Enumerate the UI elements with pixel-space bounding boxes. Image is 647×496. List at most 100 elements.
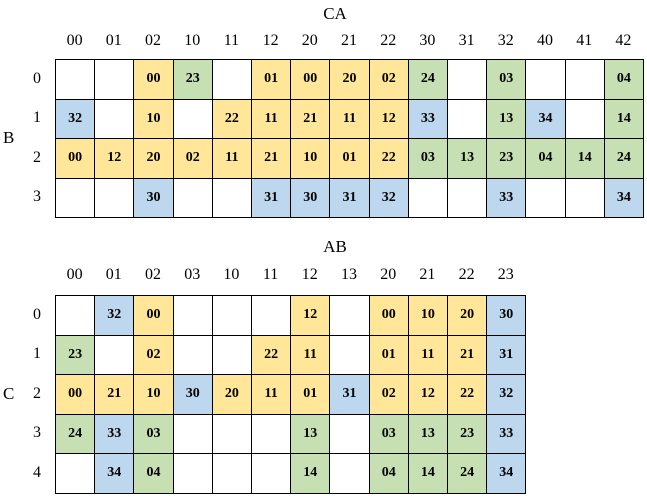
empty-cell [94, 177, 135, 218]
empty-cell [211, 177, 252, 218]
grid-cell: 10 [133, 374, 174, 415]
empty-cell [329, 413, 370, 454]
empty-cell [447, 98, 488, 139]
column-header: 22 [380, 32, 397, 49]
grid-cell: 03 [133, 413, 174, 454]
grid-cell: 34 [486, 453, 527, 494]
empty-cell [251, 453, 292, 494]
column-header: 00 [66, 266, 83, 283]
grid-cell: 20 [447, 295, 488, 336]
grid-cell: 02 [368, 374, 409, 415]
row-header: 0 [33, 69, 41, 87]
empty-cell [407, 177, 448, 218]
row-header: 1 [33, 109, 41, 127]
row-header: 3 [33, 188, 41, 206]
grid-cell: 10 [133, 98, 174, 139]
grid-cell: 31 [486, 334, 527, 375]
grid-cell: 12 [290, 295, 331, 336]
grid-cell: 21 [94, 374, 135, 415]
row-header: 2 [33, 148, 41, 166]
grid-cell: 01 [251, 59, 292, 100]
column-header: 13 [340, 266, 357, 283]
grid-cell: 14 [564, 138, 605, 179]
grid-cell: 00 [55, 374, 96, 415]
empty-cell [211, 334, 252, 375]
empty-cell [55, 453, 96, 494]
empty-cell [172, 98, 213, 139]
grid-cell: 04 [368, 453, 409, 494]
row-header: 3 [33, 424, 41, 442]
grid-cell: 20 [211, 374, 252, 415]
grid-cell: 00 [55, 138, 96, 179]
grid-cell: 34 [525, 98, 566, 139]
column-header: 00 [66, 32, 83, 49]
empty-cell [329, 453, 370, 494]
grid-cell: 12 [407, 374, 448, 415]
empty-cell [55, 177, 96, 218]
empty-cell [172, 334, 213, 375]
column-header: 01 [105, 266, 122, 283]
column-header: 31 [458, 32, 475, 49]
column-header: 11 [262, 266, 279, 283]
empty-cell [525, 59, 566, 100]
grid-cell: 11 [329, 98, 370, 139]
grid-cell: 03 [407, 138, 448, 179]
grid-cell: 14 [407, 453, 448, 494]
grid-cell: 23 [486, 138, 527, 179]
grid-title: CA [323, 4, 347, 23]
grid-cell: 01 [368, 334, 409, 375]
empty-cell [55, 59, 96, 100]
grid-cell: 34 [603, 177, 644, 218]
grid-cell: 04 [525, 138, 566, 179]
column-header: 20 [301, 32, 318, 49]
grid-cell: 22 [251, 334, 292, 375]
empty-cell [211, 413, 252, 454]
column-header: 40 [536, 32, 553, 49]
row-header: 1 [33, 345, 41, 363]
grid-cell: 02 [368, 59, 409, 100]
column-header: 03 [184, 266, 201, 283]
grid-cell: 00 [290, 59, 331, 100]
empty-cell [172, 295, 213, 336]
grid-cell: 10 [407, 295, 448, 336]
row-axis-label: B [3, 128, 15, 147]
column-header: 20 [380, 266, 397, 283]
grid-cell: 13 [447, 138, 488, 179]
empty-cell [525, 177, 566, 218]
column-header: 02 [144, 266, 161, 283]
row-axis-label: C [3, 384, 15, 403]
row-header: 0 [33, 305, 41, 323]
grid-cell: 30 [133, 177, 174, 218]
grid-cell: 00 [368, 295, 409, 336]
grid-cell: 04 [133, 453, 174, 494]
column-header: 12 [262, 32, 279, 49]
column-header: 01 [105, 32, 122, 49]
grid-cell: 04 [603, 59, 644, 100]
empty-cell [447, 177, 488, 218]
grid-cell: 02 [133, 334, 174, 375]
grid-cell: 31 [251, 177, 292, 218]
grid-cell: 20 [329, 59, 370, 100]
column-header: 22 [458, 266, 475, 283]
empty-cell [55, 295, 96, 336]
grid-cell: 03 [486, 59, 527, 100]
grid-cell: 11 [251, 98, 292, 139]
grid-cell: 33 [486, 413, 527, 454]
grid-cell: 12 [94, 138, 135, 179]
empty-cell [447, 59, 488, 100]
empty-cell [94, 59, 135, 100]
empty-cell [564, 59, 605, 100]
grid-cell: 33 [94, 413, 135, 454]
grid-cell: 21 [447, 334, 488, 375]
column-header: 21 [419, 266, 436, 283]
grid-cell: 22 [211, 98, 252, 139]
empty-cell [564, 98, 605, 139]
grid-cell: 31 [329, 374, 370, 415]
row-header: 4 [33, 463, 41, 481]
grid-cell: 30 [486, 295, 527, 336]
grid-cell: 33 [486, 177, 527, 218]
grid-cell: 32 [55, 98, 96, 139]
row-header: 2 [33, 384, 41, 402]
grid-cell: 20 [133, 138, 174, 179]
grid-cell: 23 [172, 59, 213, 100]
